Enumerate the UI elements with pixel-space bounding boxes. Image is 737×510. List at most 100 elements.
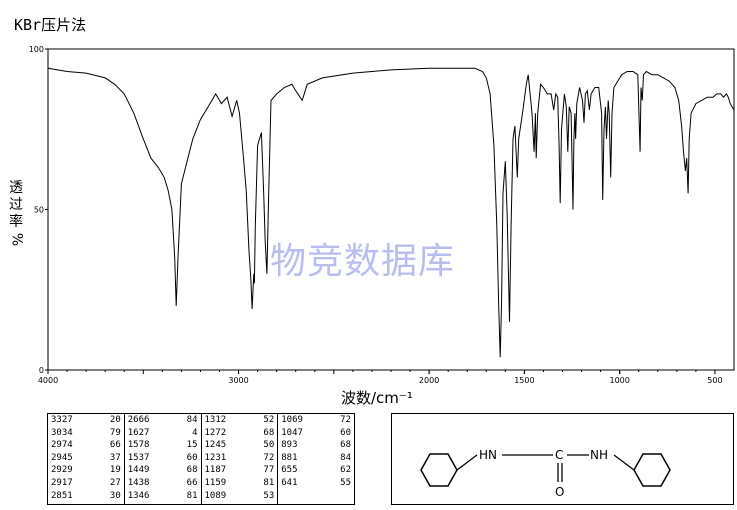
peak-wavenumber: 1245 — [204, 440, 227, 451]
peak-row: 1047 60 — [281, 427, 351, 440]
peak-row: 1231 72 — [205, 452, 275, 465]
peak-wavenumber: 3034 — [51, 427, 73, 438]
peak-wavenumber: 1346 — [127, 490, 150, 501]
peak-row: 1272 68 — [205, 427, 275, 440]
y-axis-label-line: % — [8, 232, 25, 247]
peak-transmittance: 60 — [186, 452, 198, 463]
peak-wavenumber: 2974 — [51, 440, 73, 451]
peak-transmittance: 81 — [186, 490, 198, 501]
peak-row: 1089 53 — [205, 490, 275, 503]
x-tick-label: 1000 — [609, 376, 629, 385]
peak-transmittance: 62 — [340, 465, 351, 476]
peak-wavenumber: 1312 — [204, 415, 227, 425]
peak-row: 2666 84 — [128, 414, 198, 427]
peak-transmittance: 53 — [263, 490, 275, 501]
structure-diagram: HN C NH O — [420, 448, 671, 499]
peak-row: 1449 68 — [128, 464, 198, 477]
peak-wavenumber: 3327 — [51, 415, 73, 425]
peak-wavenumber: 881 — [281, 452, 298, 463]
peak-transmittance: 66 — [186, 477, 198, 488]
peak-transmittance: 4 — [192, 427, 198, 438]
peak-column: 1069 72 1047 60 893 68 881 84 655 62 641 55 — [277, 413, 355, 505]
peak-wavenumber: 655 — [281, 465, 298, 476]
peak-wavenumber: 1047 — [281, 427, 303, 438]
x-tick-label: 1500 — [514, 376, 534, 385]
peak-transmittance: 84 — [340, 452, 351, 463]
peak-wavenumber: 1272 — [204, 427, 227, 438]
peak-row: 1627 4 — [128, 427, 198, 440]
y-tick-label: 50 — [34, 206, 44, 215]
peak-row: 1069 72 — [281, 414, 351, 427]
peak-wavenumber: 641 — [281, 477, 298, 488]
peak-transmittance: 72 — [340, 415, 351, 425]
peak-row: 893 68 — [281, 439, 351, 452]
peak-wavenumber: 2851 — [51, 490, 73, 501]
peak-table: 3327 20 3034 79 2974 66 2945 37 2929 19 2917 27 2851… — [47, 413, 355, 505]
peak-row: 2945 37 — [51, 452, 121, 465]
peak-row: 2929 19 — [51, 464, 121, 477]
peak-wavenumber: 1187 — [204, 465, 227, 476]
peak-row: 1312 52 — [205, 414, 275, 427]
peak-wavenumber: 1578 — [127, 440, 150, 451]
peak-transmittance: 77 — [263, 465, 275, 476]
peak-wavenumber: 2945 — [51, 452, 73, 463]
peak-transmittance: 37 — [109, 452, 121, 463]
peak-wavenumber: 1438 — [127, 477, 150, 488]
x-tick-label: 3000 — [228, 376, 248, 385]
cyclohexane-ring-right — [633, 453, 671, 487]
peak-wavenumber: 2666 — [127, 415, 150, 425]
peak-transmittance: 19 — [109, 465, 121, 476]
peak-transmittance: 30 — [109, 490, 121, 501]
x-tick-label: 2000 — [419, 376, 439, 385]
peak-row: 881 84 — [281, 452, 351, 465]
peak-transmittance: 68 — [186, 465, 198, 476]
peak-column: 1312 52 1272 68 1245 50 1231 72 1187 77 1159 81 1089… — [200, 413, 279, 505]
cyclohexane-ring-left — [420, 453, 458, 487]
chart-title: KBr压片法 — [14, 16, 87, 34]
y-axis-label: 透 过 率 % — [8, 180, 25, 248]
peak-transmittance: 68 — [263, 427, 275, 438]
peak-row: 2974 66 — [51, 439, 121, 452]
peak-transmittance: 68 — [340, 440, 351, 451]
y-tick-label: 100 — [29, 45, 44, 54]
peak-row: 3327 20 — [51, 414, 121, 427]
spectrum-line — [47, 67, 735, 358]
peak-row: 2917 27 — [51, 477, 121, 490]
peak-transmittance: 60 — [340, 427, 351, 438]
nh-right-label: NH — [590, 448, 608, 462]
peak-row: 655 62 — [281, 464, 351, 477]
peak-wavenumber: 2917 — [51, 477, 73, 488]
peak-wavenumber: 2929 — [51, 465, 73, 476]
peak-row: 1578 15 — [128, 439, 198, 452]
peak-transmittance: 84 — [186, 415, 198, 425]
watermark: 物竞数据库 — [270, 241, 456, 282]
peak-row: 1438 66 — [128, 477, 198, 490]
peak-column: 2666 84 1627 4 1578 15 1537 60 1449 68 1438 66 1346 8… — [123, 413, 202, 505]
bond-ring-left-n — [456, 454, 478, 471]
peak-wavenumber: 1231 — [204, 452, 227, 463]
bond-n-ring-right — [613, 454, 635, 471]
peak-transmittance: 55 — [340, 477, 351, 488]
structure-box: HN C NH O — [391, 413, 734, 505]
peak-wavenumber: 893 — [281, 440, 298, 451]
peak-row: 3034 79 — [51, 427, 121, 440]
peak-wavenumber: 1159 — [204, 477, 227, 488]
peak-wavenumber: 1627 — [127, 427, 150, 438]
peak-transmittance: 50 — [263, 440, 275, 451]
oxygen-label: O — [555, 485, 564, 499]
x-axis-label: 波数/cm⁻¹ — [341, 389, 413, 407]
peak-transmittance: 20 — [109, 415, 121, 425]
peak-transmittance: 66 — [109, 440, 121, 451]
peak-transmittance: 81 — [263, 477, 275, 488]
nh-left-label: HN — [479, 448, 497, 462]
peak-row: 1159 81 — [205, 477, 275, 490]
peak-transmittance: 52 — [263, 415, 275, 425]
peak-wavenumber: 1089 — [204, 490, 227, 501]
peak-wavenumber: 1537 — [127, 452, 150, 463]
peak-transmittance: 72 — [263, 452, 275, 463]
peak-row: 1537 60 — [128, 452, 198, 465]
y-axis-label-line: 过 — [9, 197, 23, 213]
peak-transmittance: 27 — [109, 477, 121, 488]
plot-frame — [47, 48, 735, 371]
